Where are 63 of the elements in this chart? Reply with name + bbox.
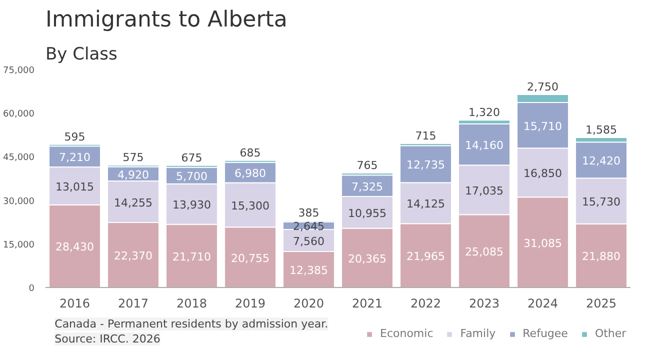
y-tick-label: 75,000 [3, 66, 35, 76]
source-note: Source: IRCC. 2026 [54, 332, 160, 346]
data-label: 21,880 [582, 250, 621, 264]
data-label: 4,920 [118, 168, 150, 182]
y-tick-label: 60,000 [3, 110, 35, 120]
data-label: 13,930 [172, 198, 212, 212]
data-label: 22,370 [114, 249, 153, 262]
data-label: 25,085 [465, 246, 504, 259]
data-label: 15,300 [231, 199, 270, 212]
data-label: 715 [415, 130, 436, 143]
x-tick-label: 2021 [352, 296, 383, 310]
data-label: 765 [356, 158, 378, 172]
data-label: 21,710 [172, 250, 212, 264]
data-label: 12,735 [406, 158, 446, 172]
text: Canada - Permanent residents by admission year. [54, 318, 328, 330]
data-label: 6,980 [234, 167, 266, 180]
x-tick-label: 2016 [59, 296, 90, 310]
x-tick-label: 2017 [118, 296, 149, 310]
data-label: 21,965 [406, 250, 446, 264]
data-label: 12,385 [290, 264, 328, 277]
data-label: 1,585 [586, 123, 618, 136]
data-label: 2,750 [527, 80, 559, 94]
legend-label: Family [460, 327, 496, 340]
chart-subtitle: By Class [46, 44, 118, 64]
legend-label: Other [594, 327, 626, 340]
x-tick-label: 2022 [410, 296, 442, 310]
x-tick-label: 2018 [176, 296, 208, 310]
x-tick-label: 2019 [234, 296, 266, 310]
data-label: 385 [298, 206, 320, 220]
data-label: 20,365 [348, 252, 387, 266]
data-label: 20,755 [231, 252, 270, 265]
data-label: 7,560 [293, 235, 325, 248]
data-label: 13,015 [56, 180, 94, 194]
data-label: 14,255 [114, 196, 153, 210]
y-tick-label: 15,000 [3, 240, 35, 250]
data-label: 14,160 [465, 138, 504, 152]
data-label: 31,085 [524, 236, 562, 250]
data-label: 16,850 [524, 167, 562, 180]
data-label: 15,710 [524, 120, 562, 133]
x-tick-label: 2023 [468, 296, 500, 310]
data-label: 7,325 [352, 180, 384, 194]
data-label: 675 [181, 151, 202, 164]
data-label: 28,430 [56, 240, 94, 254]
data-label: 575 [122, 151, 144, 164]
data-label: 7,210 [59, 151, 91, 164]
data-label: 17,035 [465, 184, 504, 198]
data-label: 685 [240, 146, 261, 160]
data-label: 15,730 [582, 196, 621, 209]
data-label: 10,955 [348, 206, 387, 220]
legend-label: Economic [380, 327, 434, 340]
data-label: 14,125 [406, 198, 446, 211]
y-tick-label: 0 [28, 284, 35, 294]
y-tick-label: 45,000 [3, 153, 35, 164]
legend-label: Refugee [522, 327, 568, 340]
x-tick-label: 2020 [293, 296, 324, 310]
data-label: 1,320 [468, 106, 500, 120]
data-label: 12,420 [582, 154, 621, 168]
x-tick-label: 2024 [527, 296, 558, 310]
y-tick-label: 30,000 [3, 196, 35, 207]
x-tick-label: 2025 [586, 296, 617, 310]
chart-title: Immigrants to Alberta [46, 8, 288, 32]
data-label: 5,700 [176, 170, 208, 184]
data-label: 595 [64, 130, 86, 144]
